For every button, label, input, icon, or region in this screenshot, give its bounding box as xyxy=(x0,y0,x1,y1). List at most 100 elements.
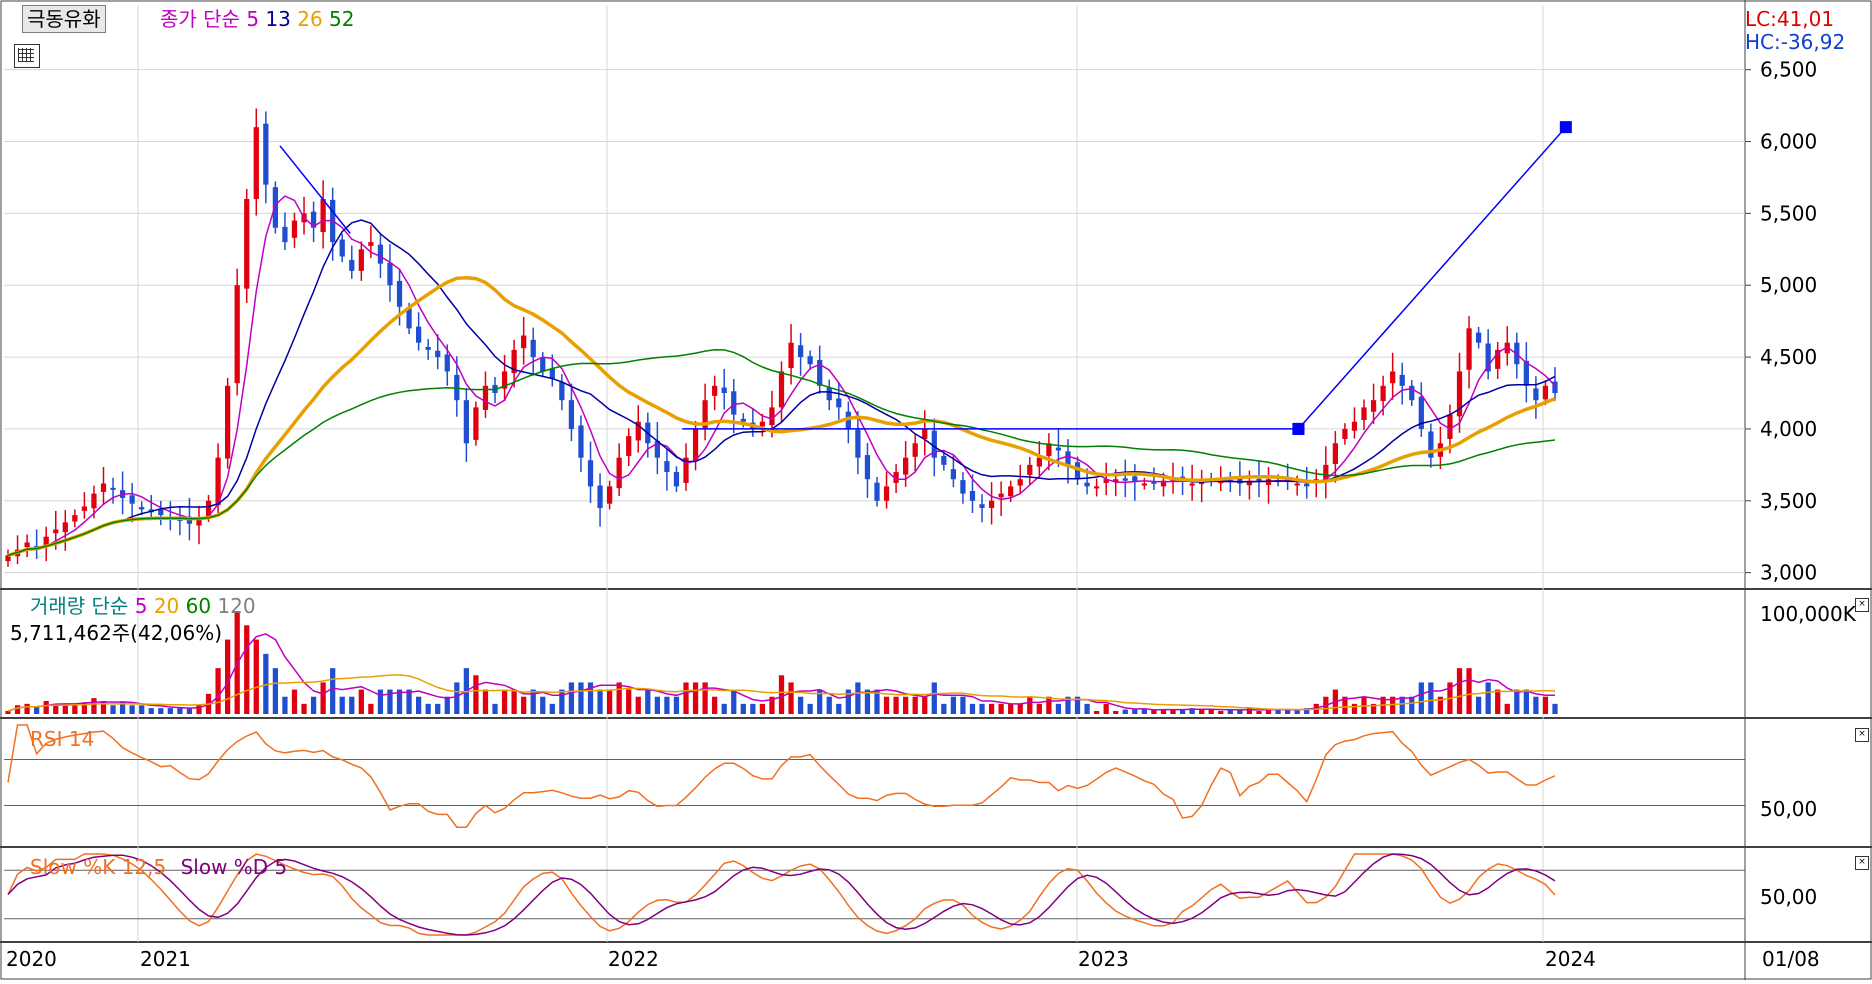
volume-bar-44 xyxy=(425,703,431,714)
candle-body-41 xyxy=(396,280,403,307)
volume-bar-125 xyxy=(1199,709,1205,714)
candle-body-136 xyxy=(1304,483,1310,487)
volume-bar-96 xyxy=(922,696,928,714)
volume-bar-162 xyxy=(1552,703,1558,714)
volume-bar-81 xyxy=(778,675,785,714)
volume-bar-113 xyxy=(1084,703,1090,714)
volume-bar-110 xyxy=(1055,703,1062,714)
candle-body-52 xyxy=(501,371,508,389)
volume-bar-72 xyxy=(692,682,699,714)
candle-body-72 xyxy=(692,428,699,461)
volume-bar-153 xyxy=(1466,668,1472,714)
volume-bar-111 xyxy=(1065,696,1071,714)
candle-body-86 xyxy=(826,387,832,401)
rsi-title: RSI 14 xyxy=(30,727,95,751)
price-tick-label-3: 5,000 xyxy=(1760,273,1817,297)
candle-body-105 xyxy=(1008,486,1014,497)
volume-bar-143 xyxy=(1370,703,1377,714)
volume-bar-52 xyxy=(501,689,508,714)
candle-body-50 xyxy=(482,385,489,410)
stoch-panel-close-icon[interactable]: × xyxy=(1855,856,1869,870)
volume-bar-83 xyxy=(797,696,804,714)
candle-body-27 xyxy=(263,123,269,185)
candle-body-71 xyxy=(683,457,689,483)
candle-body-141 xyxy=(1351,421,1358,431)
price-ma-5: 5 xyxy=(246,7,260,31)
candle-body-62 xyxy=(597,485,603,508)
volume-bar-50 xyxy=(482,689,489,714)
volume-bar-77 xyxy=(740,703,746,714)
candle-body-159 xyxy=(1523,360,1529,386)
candle-body-148 xyxy=(1418,396,1424,429)
candle-body-153 xyxy=(1466,328,1472,370)
volume-bar-43 xyxy=(415,696,422,714)
x-label-date: 01/08 xyxy=(1762,947,1820,971)
candle-body-32 xyxy=(310,211,317,228)
candle-body-121 xyxy=(1160,480,1167,487)
candle-body-70 xyxy=(673,472,680,487)
candle-body-60 xyxy=(578,425,584,458)
volume-bar-159 xyxy=(1523,689,1529,714)
candle-body-147 xyxy=(1409,385,1415,401)
candle-body-110 xyxy=(1055,447,1062,451)
volume-bar-74 xyxy=(712,696,718,714)
candle-body-73 xyxy=(702,400,708,429)
volume-bar-75 xyxy=(721,703,727,714)
trendline-0 xyxy=(279,145,351,234)
volume-bar-132 xyxy=(1265,709,1272,714)
volume-bar-33 xyxy=(320,682,326,714)
volume-bar-160 xyxy=(1533,696,1539,714)
volume-bar-124 xyxy=(1189,708,1195,714)
candle-body-131 xyxy=(1256,478,1262,481)
volume-ma-legend: 거래량 단순 5 20 60 120 xyxy=(30,595,256,617)
candle-body-102 xyxy=(979,504,985,508)
candle-body-108 xyxy=(1036,457,1042,467)
volume-bar-101 xyxy=(969,703,976,714)
volume-ma-20-line xyxy=(7,674,1556,712)
stoch-k-title: Slow %K 12,5 xyxy=(30,855,167,879)
candle-body-64 xyxy=(616,457,622,489)
candle-body-82 xyxy=(788,342,794,368)
x-label-2022: 2022 xyxy=(608,947,659,971)
candle-body-85 xyxy=(817,359,823,386)
volume-bar-12 xyxy=(119,702,126,714)
volume-bar-133 xyxy=(1275,709,1281,714)
volume-bar-150 xyxy=(1437,696,1444,714)
candle-body-20 xyxy=(196,518,202,526)
volume-bar-103 xyxy=(988,703,995,714)
candle-body-119 xyxy=(1141,483,1148,486)
volume-bar-9 xyxy=(91,698,97,714)
candle-body-29 xyxy=(282,226,288,243)
candle-body-2 xyxy=(24,542,30,548)
volume-tick-label: 100,000K xyxy=(1760,602,1856,626)
volume-bar-19 xyxy=(186,708,193,714)
price-tick-label-6: 3,500 xyxy=(1760,489,1817,513)
grid-table-icon[interactable] xyxy=(14,44,40,68)
volume-bar-59 xyxy=(568,682,575,714)
volume-bar-117 xyxy=(1122,709,1128,714)
price-tick-label-2: 5,500 xyxy=(1760,201,1817,225)
stock-name-button[interactable]: 극동유화 xyxy=(22,5,106,33)
rsi-panel-close-icon[interactable]: × xyxy=(1855,728,1869,742)
trendline-2 xyxy=(1297,126,1567,430)
candle-body-21 xyxy=(205,500,212,517)
price-ma-26-line xyxy=(7,276,1556,558)
candle-body-63 xyxy=(606,486,613,504)
volume-bar-31 xyxy=(301,703,307,714)
candle-body-6 xyxy=(62,522,68,533)
volume-bar-1 xyxy=(14,705,21,714)
volume-bar-27 xyxy=(263,653,269,714)
candle-body-97 xyxy=(931,430,937,458)
price-ma-13: 13 xyxy=(265,7,291,31)
volume-panel-close-icon[interactable]: × xyxy=(1855,598,1869,612)
candle-body-152 xyxy=(1456,371,1463,417)
volume-bar-91 xyxy=(874,689,880,714)
volume-bar-68 xyxy=(654,696,660,714)
x-label-2023: 2023 xyxy=(1078,947,1129,971)
candle-body-40 xyxy=(387,262,393,286)
volume-bar-6 xyxy=(62,703,68,714)
candle-body-66 xyxy=(635,421,641,441)
volume-bar-94 xyxy=(903,696,909,714)
